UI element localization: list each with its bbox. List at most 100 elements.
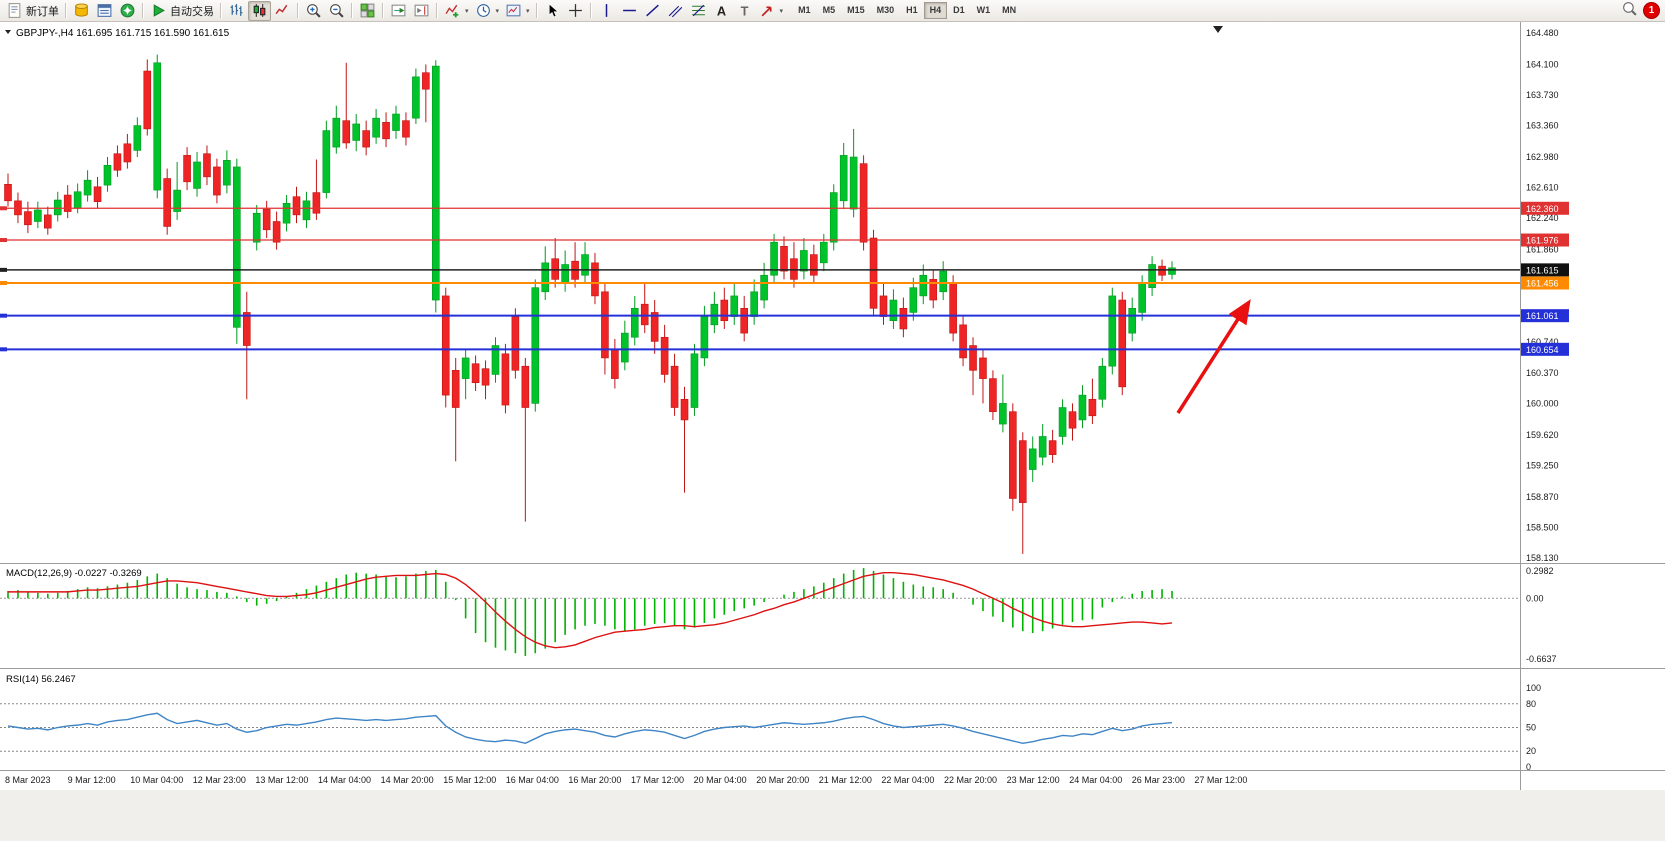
horizontal-line-button[interactable] bbox=[618, 1, 641, 21]
candle-body bbox=[889, 299, 898, 322]
candle-body bbox=[561, 264, 569, 284]
price-axis-label: 164.100 bbox=[1526, 59, 1559, 69]
line-left-marker[interactable] bbox=[0, 238, 7, 243]
timeframe-group: M1 M5 M15 M30 H1 H4 D1 W1 MN bbox=[792, 2, 1022, 19]
candle-body bbox=[849, 156, 858, 210]
timeframe-h4[interactable]: H4 bbox=[923, 2, 948, 19]
candle-body bbox=[441, 295, 450, 396]
line-left-marker[interactable] bbox=[0, 267, 7, 272]
price-axis-label: 164.480 bbox=[1526, 28, 1559, 38]
navigator-button[interactable] bbox=[116, 1, 139, 21]
auto-trading-button[interactable]: 自动交易 bbox=[147, 1, 217, 21]
arrows-icon bbox=[759, 2, 776, 19]
candle-body bbox=[382, 121, 390, 140]
symbol-dropdown-icon[interactable] bbox=[5, 30, 11, 34]
candle-body bbox=[630, 308, 639, 338]
candle-body bbox=[730, 295, 739, 317]
line-chart-button[interactable] bbox=[271, 1, 294, 21]
candle-body bbox=[919, 274, 928, 297]
toolbar-separator bbox=[535, 3, 538, 18]
chevron-down-icon: ▾ bbox=[465, 7, 469, 15]
timeframe-h1[interactable]: H1 bbox=[906, 5, 918, 15]
notification-badge[interactable]: 1 bbox=[1643, 2, 1660, 19]
candle-body bbox=[203, 153, 211, 178]
timeframe-m5[interactable]: M5 bbox=[822, 5, 836, 15]
candle-body bbox=[899, 308, 908, 330]
candle-body bbox=[760, 274, 768, 301]
new-order-button[interactable]: 新订单 bbox=[3, 1, 62, 21]
candle-body bbox=[292, 196, 301, 216]
timeframe-m1[interactable]: M1 bbox=[798, 5, 811, 15]
tile-windows-button[interactable] bbox=[356, 1, 379, 21]
cursor-button[interactable] bbox=[541, 1, 564, 21]
indicators-button[interactable]: ▾ bbox=[441, 1, 472, 21]
chevron-down-icon: ▾ bbox=[526, 7, 530, 15]
bar-chart-button[interactable] bbox=[225, 1, 248, 21]
candle-body bbox=[959, 324, 967, 359]
auto-trading-button-label: 自动交易 bbox=[170, 5, 214, 18]
channel-icon bbox=[667, 2, 684, 19]
toolbar-right-area: 1 bbox=[1621, 0, 1660, 21]
candle-body bbox=[481, 368, 490, 386]
time-axis-label: 22 Mar 04:00 bbox=[881, 775, 934, 785]
time-axis-label: 16 Mar 04:00 bbox=[506, 775, 559, 785]
crosshair-button[interactable] bbox=[564, 1, 587, 21]
zoom-in-button[interactable] bbox=[302, 1, 325, 21]
timeframe-d1[interactable]: D1 bbox=[953, 5, 965, 15]
timeframe-w1[interactable]: W1 bbox=[976, 5, 991, 15]
candlestick-chart-button[interactable] bbox=[248, 0, 271, 21]
price-axis-label: 160.370 bbox=[1526, 368, 1559, 378]
arrows-button[interactable]: ▾ bbox=[756, 1, 787, 21]
line-left-marker[interactable] bbox=[0, 313, 7, 318]
data-window-button[interactable] bbox=[93, 1, 116, 21]
auto-scroll-button[interactable] bbox=[387, 1, 410, 21]
timeframe-m15[interactable]: M15 bbox=[847, 5, 865, 15]
timeframe-m30[interactable]: M30 bbox=[876, 5, 895, 15]
price-badge bbox=[1521, 342, 1569, 356]
candle-body bbox=[1148, 264, 1156, 288]
price-axis-label: 160.740 bbox=[1526, 337, 1559, 347]
horizontal-line-icon bbox=[621, 2, 638, 19]
candle-body bbox=[501, 353, 510, 406]
candle-body bbox=[879, 295, 888, 317]
text-button[interactable]: A bbox=[710, 1, 733, 21]
label-button[interactable]: T bbox=[733, 1, 756, 21]
chart-area[interactable]: GBPJPY-,H4 161.695 161.715 161.590 161.6… bbox=[0, 22, 1665, 841]
vertical-line-button[interactable] bbox=[595, 1, 618, 21]
timeframe-mn[interactable]: MN bbox=[1002, 5, 1017, 15]
search-icon[interactable] bbox=[1621, 0, 1638, 22]
toolbar-separator bbox=[351, 3, 353, 18]
market-watch-button[interactable] bbox=[70, 1, 93, 21]
chart-shift-marker[interactable] bbox=[1213, 26, 1223, 33]
time-axis-label: 26 Mar 23:00 bbox=[1132, 775, 1185, 785]
candle-body bbox=[999, 403, 1007, 425]
candle-body bbox=[1088, 398, 1097, 417]
price-axis-label: 159.250 bbox=[1526, 460, 1559, 470]
candle-body bbox=[511, 316, 520, 371]
channel-button[interactable] bbox=[664, 1, 687, 21]
toolbar-separator bbox=[142, 3, 144, 18]
templates-button[interactable]: ▾ bbox=[502, 1, 533, 21]
chart-shift-button[interactable] bbox=[410, 1, 433, 21]
line-left-marker[interactable] bbox=[0, 206, 7, 211]
candle-body bbox=[233, 166, 241, 328]
line-left-marker[interactable] bbox=[0, 347, 7, 352]
bottom-strip bbox=[0, 790, 1665, 841]
trendline-button[interactable] bbox=[641, 1, 664, 21]
label-icon: T bbox=[736, 2, 753, 19]
fibonacci-button[interactable] bbox=[687, 1, 710, 21]
macd-label: MACD(12,26,9) -0.0227 -0.3269 bbox=[6, 568, 142, 579]
candle-body bbox=[909, 287, 918, 313]
time-axis-label: 20 Mar 20:00 bbox=[756, 775, 809, 785]
zoom-out-button[interactable] bbox=[325, 1, 348, 21]
line-left-marker[interactable] bbox=[0, 281, 7, 286]
tile-windows-icon bbox=[359, 2, 376, 19]
trend-arrow[interactable] bbox=[1176, 299, 1251, 414]
periods-button[interactable]: ▾ bbox=[472, 1, 503, 21]
candle-body bbox=[242, 312, 251, 346]
candle-body bbox=[621, 332, 629, 363]
toolbar-separator bbox=[382, 3, 384, 18]
time-axis-label: 14 Mar 04:00 bbox=[318, 775, 371, 785]
candle-body bbox=[451, 370, 460, 408]
candle-body bbox=[690, 353, 699, 408]
